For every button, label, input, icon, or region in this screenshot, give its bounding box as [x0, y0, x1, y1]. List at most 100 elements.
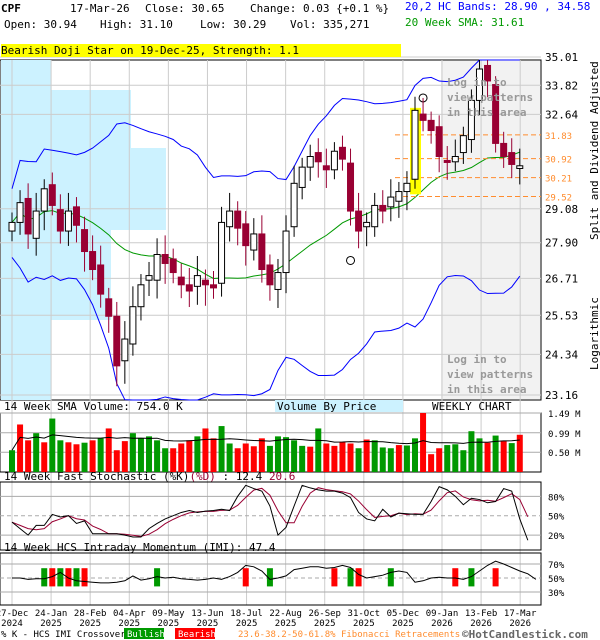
x-tick-year: 2025: [275, 619, 297, 629]
volume-bar: [387, 448, 394, 472]
volume-bar: [307, 446, 314, 472]
candle-body: [347, 162, 355, 212]
candle-body: [16, 202, 24, 223]
candle-body: [210, 284, 217, 289]
stochastic-title-part: :: [216, 470, 236, 483]
volume-bar: [194, 436, 201, 472]
imi-signal-bar: [41, 568, 48, 587]
volume-bar: [57, 440, 64, 472]
stochastic-tick-label: 20%: [548, 532, 565, 542]
y-tick-label: 29.08: [545, 203, 578, 216]
x-tick-year: 2026: [431, 619, 453, 629]
candle-body: [459, 135, 467, 154]
volume-bar: [226, 443, 233, 472]
volume-bar: [202, 428, 209, 472]
candle-body: [48, 184, 56, 206]
stochastic-title-part: 12.4: [236, 470, 269, 483]
fib-label: 29.52: [545, 194, 572, 204]
volume-bar: [420, 413, 427, 472]
x-tick-year: 2025: [392, 619, 414, 629]
imi-signal-bar: [492, 568, 499, 587]
candle-body: [274, 272, 282, 290]
x-tick-year: 2024: [1, 619, 23, 629]
lower-band-line: [11, 257, 521, 401]
volume-bar: [363, 439, 370, 472]
fib-legend: 23.6-38.2-50-61.8% Fibonacci Retracement…: [238, 630, 460, 640]
imi-line: [12, 560, 537, 584]
x-tick-year: 2025: [314, 619, 336, 629]
volume-bar: [97, 438, 104, 472]
candle-body: [419, 113, 427, 121]
volume-bar: [516, 434, 523, 472]
stochastic-tick-label: 80%: [548, 493, 565, 503]
y-tick-label: 33.82: [545, 79, 578, 92]
candle-body: [258, 233, 266, 271]
volume-bar: [355, 448, 362, 472]
date: 17-Mar-26: [70, 2, 130, 15]
candle-body: [290, 182, 298, 228]
x-tick-label: 09-Jan: [426, 609, 459, 619]
volume-bar: [186, 440, 193, 472]
volume-sma-line: [11, 434, 520, 451]
x-tick-year: 2025: [79, 619, 101, 629]
volume-bar: [444, 445, 451, 472]
candle-body: [306, 156, 314, 168]
candle-body: [40, 188, 48, 212]
x-tick-year: 2025: [353, 619, 375, 629]
volume-bar: [347, 443, 354, 472]
y-tick-label: 27.90: [545, 237, 578, 250]
candle-body: [371, 204, 379, 228]
pattern-overlay-area: [441, 61, 540, 399]
candle-body: [363, 221, 371, 228]
imi-signal-bar: [154, 568, 161, 587]
y-tick-label: 32.64: [545, 108, 578, 121]
volume-bar: [89, 440, 96, 472]
stochastic-title-part: 14 Week Fast Stochastic (%K): [4, 470, 189, 483]
volume-by-price-bar: [1, 90, 131, 148]
bearish-swatch: [175, 628, 215, 639]
open: Open: 30.94: [4, 18, 77, 31]
copyright: ©HotCandlestick.com: [462, 628, 588, 640]
x-tick-year: 2026: [470, 619, 492, 629]
candle-body: [282, 230, 290, 274]
imi-signal-bar: [242, 568, 249, 587]
x-tick-label: 18-Jul: [230, 609, 263, 619]
candle-body: [8, 221, 16, 232]
imi-signal-bar: [57, 568, 64, 587]
candle-body: [475, 68, 483, 101]
stochastic-title: 14 Week Fast Stochastic (%K)(%D) : 12.4 …: [4, 470, 295, 483]
volume-bar: [137, 438, 144, 472]
login-overlay-text-top: Log in to: [447, 76, 507, 89]
volume-bar: [283, 437, 290, 472]
volume-bar: [371, 440, 378, 472]
candle-body: [338, 146, 346, 160]
imi-signal-bar: [387, 568, 394, 587]
candle-body: [395, 191, 403, 202]
x-tick-year: 2025: [118, 619, 140, 629]
volume-bar: [17, 424, 24, 472]
sma-value: 20 Week SMA: 31.61: [405, 16, 525, 29]
pattern-banner[interactable]: Bearish Doji Star on 19-Dec-25, Strength…: [1, 44, 401, 57]
fib-label: 30.21: [545, 175, 572, 185]
x-tick-label: 17-Mar: [504, 609, 537, 619]
candle-body: [32, 210, 40, 239]
vbp-label-bg: [275, 400, 403, 412]
volume-bar: [146, 436, 153, 472]
candle-body: [145, 275, 153, 281]
imi-signal-bar: [81, 568, 88, 587]
volume-tick-label: 0.50 M: [548, 449, 581, 459]
candle-body: [218, 221, 226, 284]
fib-label: 31.83: [545, 132, 572, 142]
volume-bar: [484, 442, 491, 472]
candle-body: [153, 254, 161, 281]
volume-title: 14 Week SMA Volume: 754.0 K: [4, 400, 183, 413]
bearish-label: Bearish: [178, 630, 216, 640]
volume-bar: [492, 435, 499, 472]
volume-bar: [468, 431, 475, 472]
x-tick-year: 2026: [509, 619, 531, 629]
volume-bar: [508, 443, 515, 472]
imi-tick-label: 50%: [548, 575, 565, 585]
x-tick-year: 2025: [40, 619, 62, 629]
volume-bar: [476, 438, 483, 472]
